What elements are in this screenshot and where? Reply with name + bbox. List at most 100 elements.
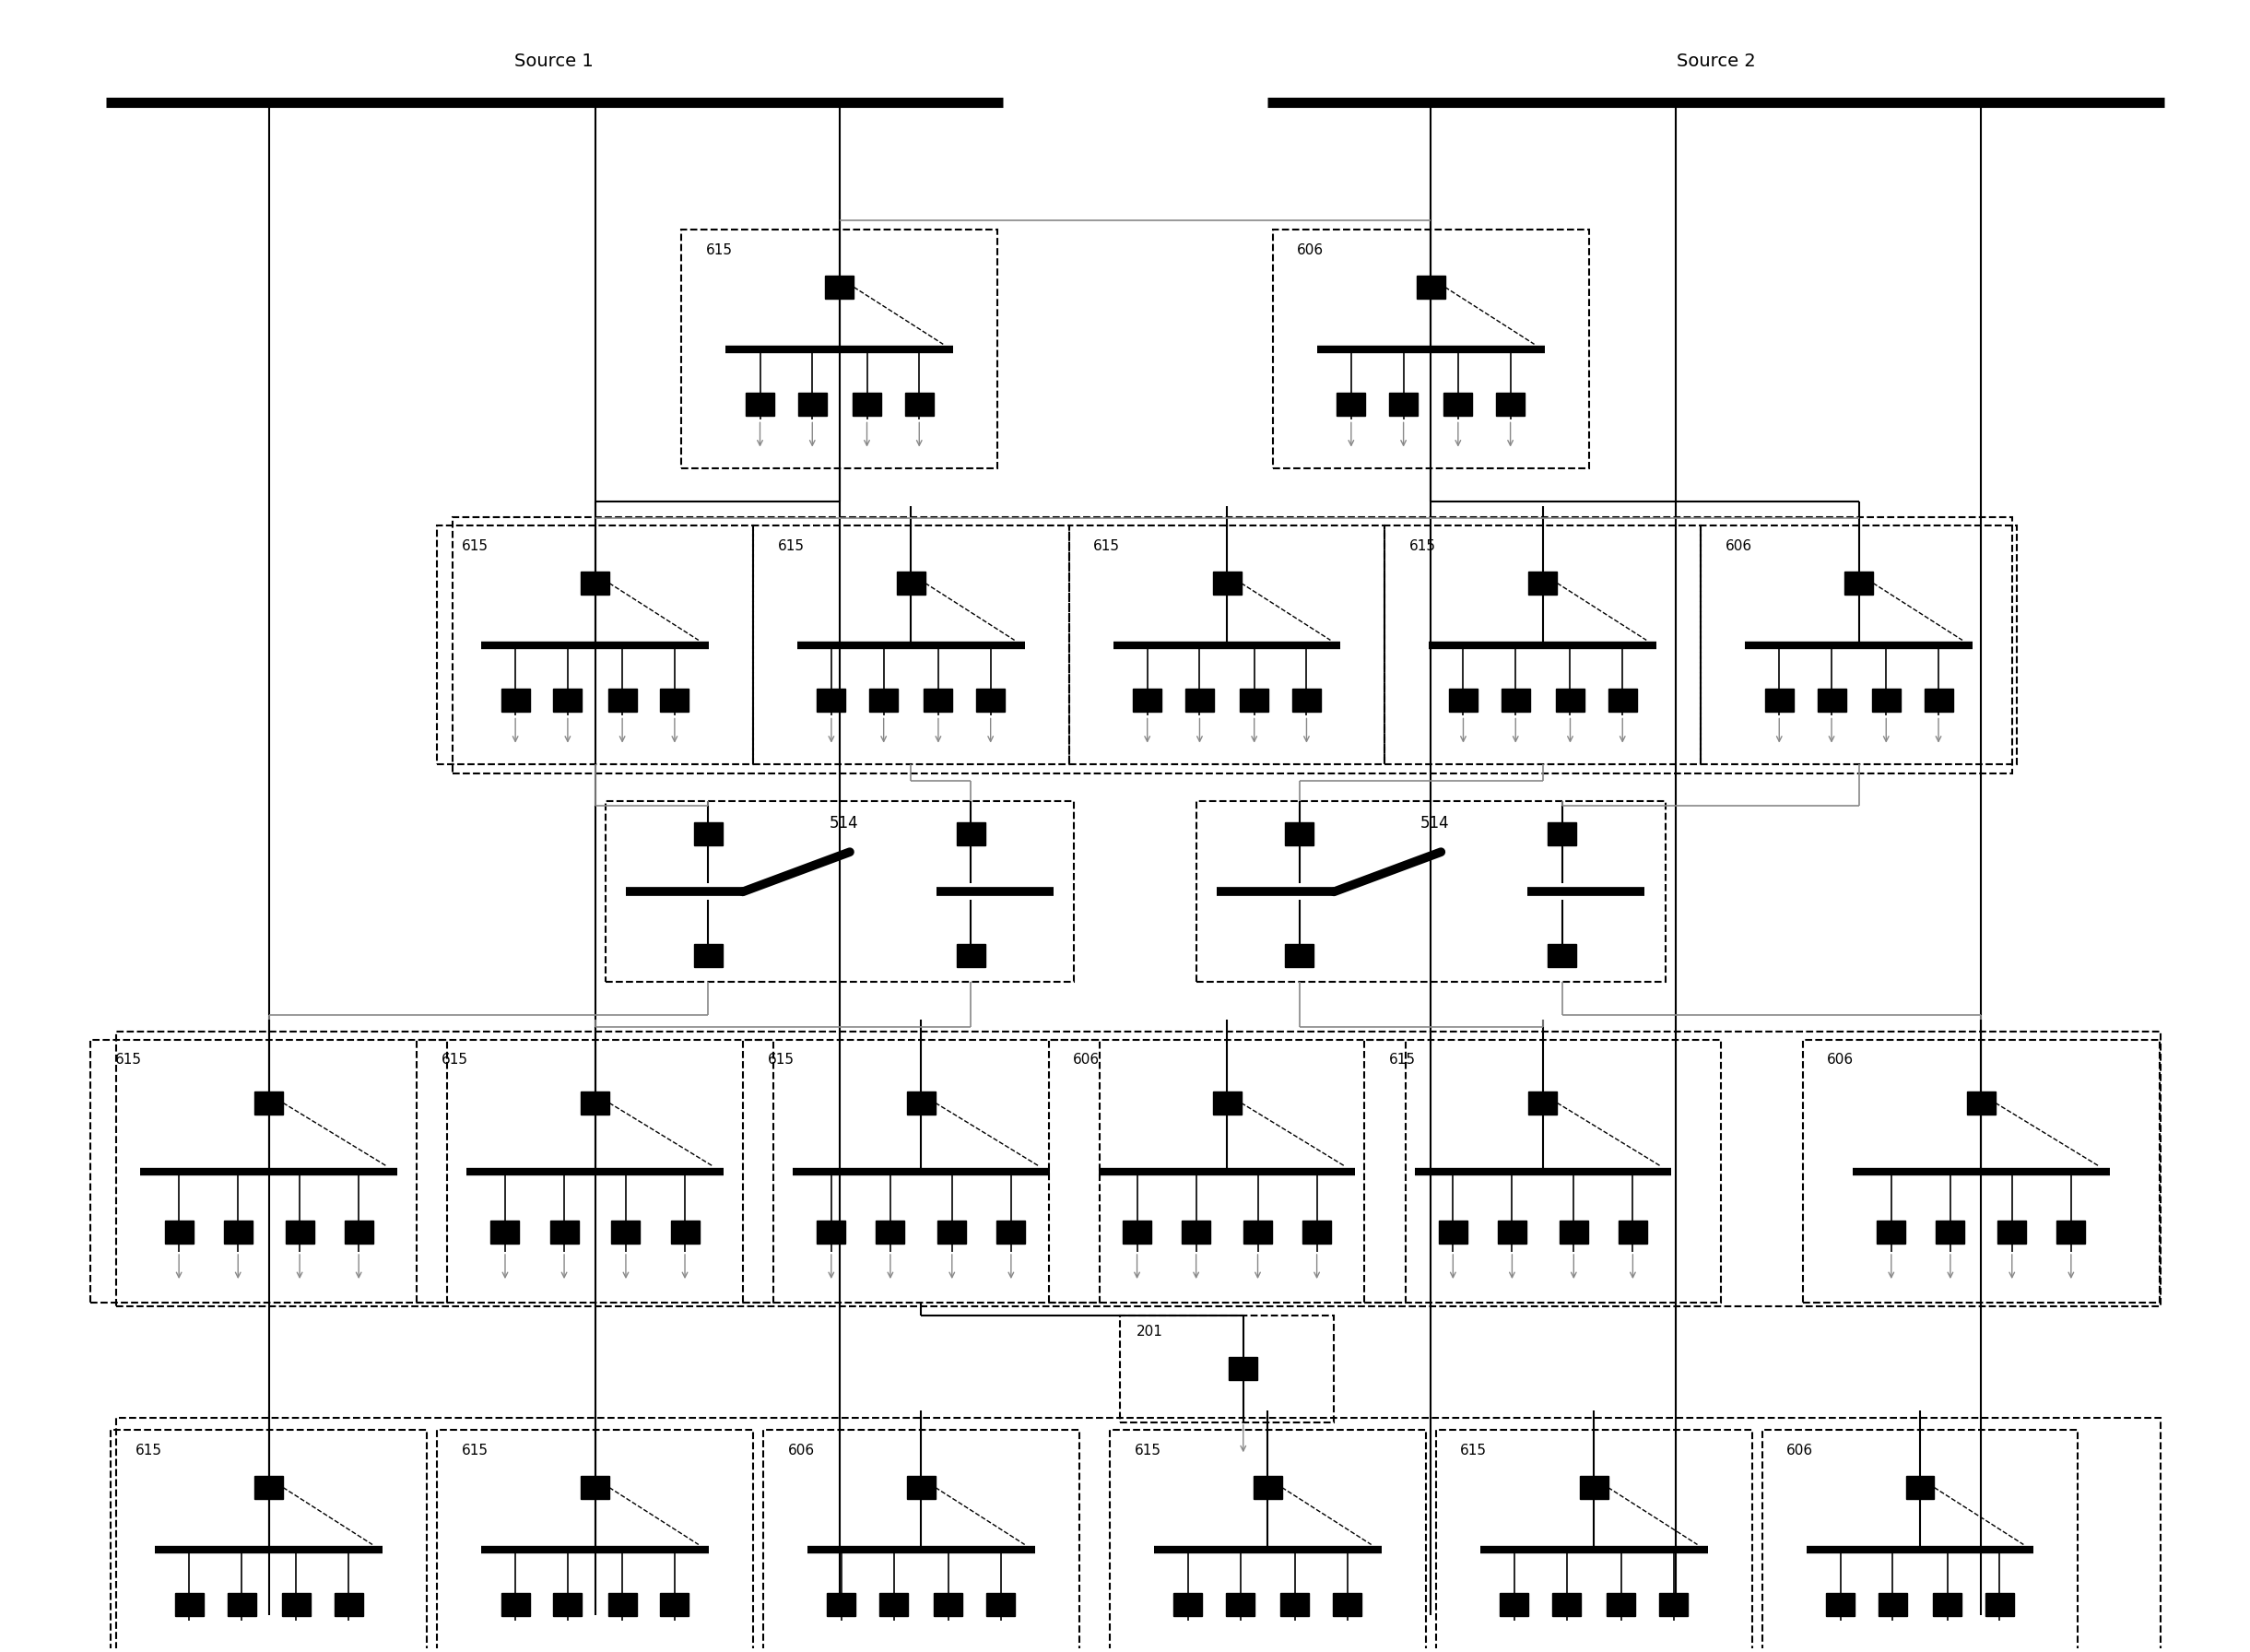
Bar <box>907 1475 936 1498</box>
Bar <box>1967 1092 1996 1115</box>
Bar <box>997 1221 1026 1244</box>
Bar <box>985 1593 1015 1616</box>
Bar <box>554 689 583 712</box>
Bar <box>1273 230 1588 469</box>
Bar <box>1134 689 1161 712</box>
Text: 615: 615 <box>778 539 803 553</box>
Bar <box>1418 276 1444 299</box>
Bar <box>853 393 882 416</box>
Text: 615: 615 <box>1134 1444 1161 1457</box>
Text: Source 1: Source 1 <box>515 53 594 69</box>
Bar <box>938 1221 965 1244</box>
Bar <box>875 1221 904 1244</box>
Text: 615: 615 <box>767 1052 794 1067</box>
Bar <box>1762 1431 2079 1652</box>
Bar <box>437 1431 754 1652</box>
Bar <box>1528 1092 1557 1115</box>
Bar <box>1336 393 1366 416</box>
Bar <box>1386 525 1701 765</box>
Text: 615: 615 <box>706 243 734 258</box>
Bar <box>1285 823 1314 846</box>
Bar <box>491 1221 520 1244</box>
Bar <box>1069 525 1386 765</box>
Bar <box>1998 1221 2027 1244</box>
Bar <box>1872 689 1901 712</box>
Text: 615: 615 <box>1094 539 1120 553</box>
Bar <box>1924 689 1953 712</box>
Bar <box>1048 1039 1406 1303</box>
Bar <box>1388 393 1418 416</box>
Bar <box>117 1031 2160 1307</box>
Text: 615: 615 <box>441 1052 468 1067</box>
Bar <box>502 689 529 712</box>
Bar <box>907 1092 936 1115</box>
Bar <box>934 1593 963 1616</box>
Bar <box>743 1039 1100 1303</box>
Bar <box>1548 823 1577 846</box>
Bar <box>1449 689 1478 712</box>
Bar <box>1253 1475 1282 1498</box>
Bar <box>164 1221 194 1244</box>
Text: 514: 514 <box>1420 814 1449 831</box>
Bar <box>1285 943 1314 966</box>
Bar <box>1845 572 1872 595</box>
Bar <box>1984 1593 2014 1616</box>
Bar <box>1213 572 1242 595</box>
Bar <box>254 1092 284 1115</box>
Text: 615: 615 <box>135 1444 162 1457</box>
Bar <box>580 1475 610 1498</box>
Bar <box>1228 1356 1258 1379</box>
Bar <box>763 1431 1080 1652</box>
Bar <box>828 1593 855 1616</box>
Text: 606: 606 <box>1073 1052 1100 1067</box>
Bar <box>1181 1221 1210 1244</box>
Bar <box>1197 801 1665 983</box>
Text: 606: 606 <box>1298 243 1323 258</box>
Bar <box>1701 525 2016 765</box>
Bar <box>1764 689 1793 712</box>
Bar <box>817 1221 846 1244</box>
Bar <box>286 1221 315 1244</box>
Text: 615: 615 <box>115 1052 142 1067</box>
Bar <box>904 393 934 416</box>
Text: 514: 514 <box>830 814 860 831</box>
Bar <box>1552 1593 1582 1616</box>
Bar <box>1444 393 1472 416</box>
Bar <box>659 689 688 712</box>
Bar <box>1818 689 1845 712</box>
Bar <box>416 1039 774 1303</box>
Text: 615: 615 <box>1460 1444 1487 1457</box>
Bar <box>693 943 722 966</box>
Bar <box>817 689 846 712</box>
Bar <box>117 1417 2160 1652</box>
Bar <box>1120 1315 1334 1422</box>
Bar <box>281 1593 310 1616</box>
Bar <box>502 1593 529 1616</box>
Bar <box>956 943 985 966</box>
Text: 615: 615 <box>461 1444 488 1457</box>
Bar <box>335 1593 362 1616</box>
Bar <box>612 1221 639 1244</box>
Bar <box>1363 1039 1721 1303</box>
Bar <box>1802 1039 2160 1303</box>
Bar <box>1879 1593 1908 1616</box>
Bar <box>110 1431 428 1652</box>
Bar <box>682 230 997 469</box>
Bar <box>1876 1221 1906 1244</box>
Text: 606: 606 <box>1726 539 1753 553</box>
Bar <box>344 1221 374 1244</box>
Bar <box>554 1593 583 1616</box>
Bar <box>1580 1475 1609 1498</box>
Bar <box>1906 1475 1935 1498</box>
Bar <box>1557 689 1584 712</box>
Bar <box>754 525 1069 765</box>
Bar <box>1280 1593 1309 1616</box>
Bar <box>227 1593 256 1616</box>
Bar <box>1123 1221 1152 1244</box>
Bar <box>1499 1221 1526 1244</box>
Text: 606: 606 <box>1786 1444 1814 1457</box>
Bar <box>745 393 774 416</box>
Bar <box>1501 1593 1528 1616</box>
Bar <box>580 1092 610 1115</box>
Bar <box>1109 1431 1426 1652</box>
